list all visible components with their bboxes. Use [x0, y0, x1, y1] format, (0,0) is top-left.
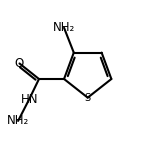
Text: O: O — [15, 57, 24, 70]
Text: NH₂: NH₂ — [7, 114, 29, 127]
Text: NH₂: NH₂ — [53, 21, 75, 34]
Text: S: S — [85, 93, 91, 103]
Text: HN: HN — [20, 93, 38, 106]
